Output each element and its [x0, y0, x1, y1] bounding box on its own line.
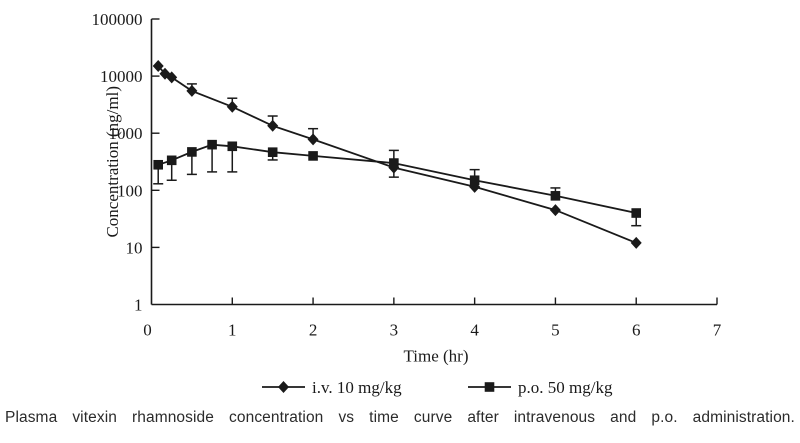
y-tick-label: 100 [117, 181, 143, 200]
series-line-po [157, 143, 637, 214]
caption-word: concentration [229, 409, 324, 426]
caption-word: p.o. [651, 409, 678, 426]
data-point-square-po [227, 141, 238, 152]
data-point-square-po [187, 147, 197, 157]
data-point-square-po [153, 159, 164, 170]
x-tick-label: 4 [470, 321, 479, 340]
caption-word: time [369, 409, 399, 426]
data-point-square-po [631, 208, 642, 218]
caption-word: administration. [692, 409, 795, 426]
legend-marker-square [484, 382, 495, 392]
x-tick-label: 6 [632, 321, 641, 340]
y-tick-label: 10 [126, 238, 143, 257]
data-point-diamond-iv [166, 71, 178, 84]
data-point-diamond-iv [152, 60, 164, 73]
data-point-diamond-iv [549, 204, 561, 217]
data-point-diamond-iv [307, 133, 319, 146]
legend-marker-diamond [278, 381, 289, 393]
x-tick-label: 3 [390, 321, 399, 340]
data-point-square-po [550, 191, 561, 201]
caption-word: after [467, 409, 499, 426]
data-point-square-po [267, 147, 278, 157]
data-point-square-po [207, 139, 217, 150]
caption-word: Plasma [5, 409, 58, 426]
legend-label: i.v. 10 mg/kg [312, 378, 402, 397]
x-tick-label: 5 [551, 321, 560, 340]
data-point-square-po [389, 158, 399, 168]
caption-word: intravenous [513, 409, 596, 426]
series-line-iv [157, 65, 637, 244]
caption-word: rhamnoside [132, 409, 214, 426]
y-tick-label: 1000 [109, 124, 143, 143]
data-point-diamond-iv [630, 236, 642, 249]
x-tick-label: 0 [143, 321, 152, 340]
data-point-square-po [166, 155, 177, 166]
data-point-diamond-iv [267, 119, 279, 132]
x-tick-label: 7 [713, 321, 722, 340]
y-tick-label: 100000 [92, 10, 143, 29]
y-tick-label: 1 [134, 296, 143, 315]
data-point-square-po [469, 175, 480, 186]
legend-label: p.o. 50 mg/kg [518, 378, 613, 397]
x-axis-title: Time (hr) [403, 347, 468, 366]
caption-word: curve [413, 409, 453, 426]
data-point-square-po [308, 151, 318, 161]
caption-word: vs [338, 409, 355, 426]
data-point-diamond-iv [226, 100, 238, 113]
data-point-diamond-iv [186, 84, 198, 97]
caption-word: and [610, 409, 637, 426]
figure-caption: Plasma vitexin rhamnoside concentration vs ti… [5, 409, 795, 427]
y-tick-label: 10000 [100, 67, 143, 86]
x-tick-label: 1 [228, 321, 237, 340]
caption-word: vitexin [72, 409, 117, 426]
x-tick-label: 2 [309, 321, 318, 340]
y-axis-title: Concentration (ng/ml) [103, 86, 122, 238]
